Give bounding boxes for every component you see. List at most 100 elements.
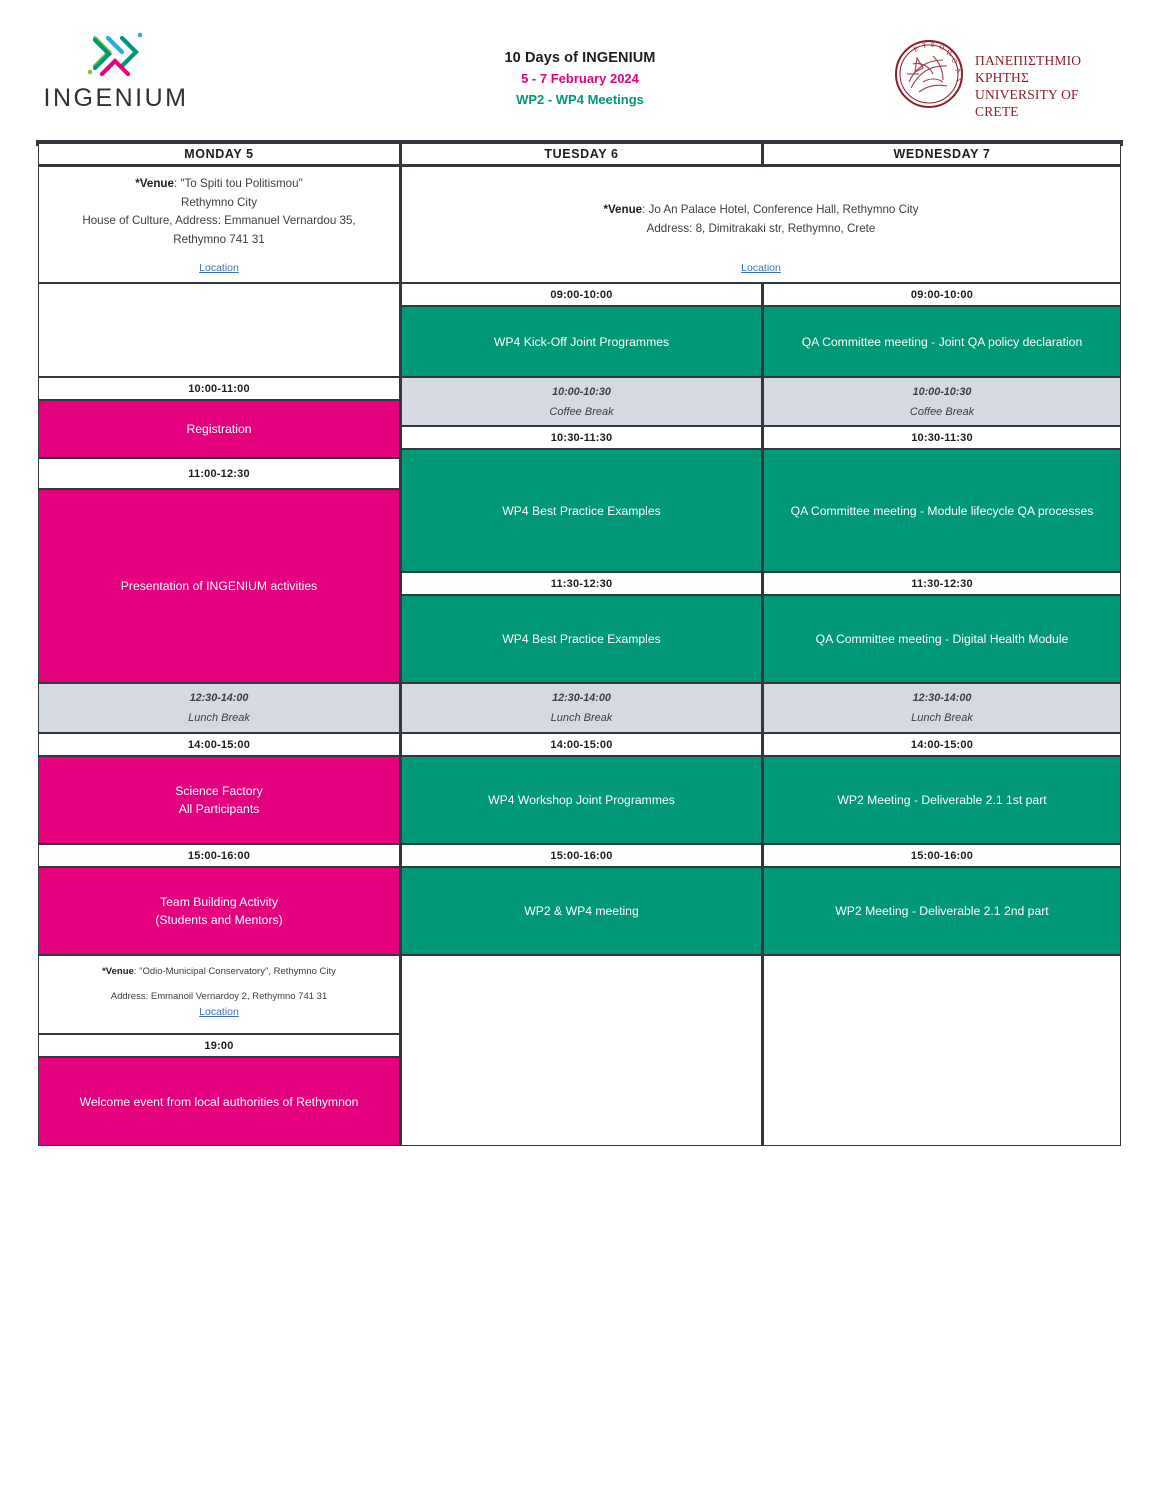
day-header-monday: MONDAY 5	[38, 143, 401, 166]
session-line2: All Participants	[178, 802, 260, 816]
break-time: 12:30-14:00	[189, 692, 249, 704]
break-label: Coffee Break	[549, 405, 614, 418]
time-tuesday-1030: 10:30-11:30	[401, 426, 763, 449]
session-tuesday-0900[interactable]: WP4 Kick-Off Joint Programmes	[401, 306, 763, 377]
break-label: Coffee Break	[909, 405, 975, 418]
break-label: Lunch Break	[550, 712, 613, 724]
tuesday-empty-evening-cell	[401, 955, 763, 1146]
session-monday-1400[interactable]: Science Factory All Participants	[38, 756, 401, 844]
time-wednesday-1030: 10:30-11:30	[763, 426, 1121, 449]
time-tuesday-0900: 09:00-10:00	[401, 283, 763, 306]
break-label: Lunch Break	[911, 712, 973, 724]
svg-text:Ι: Ι	[954, 78, 963, 84]
venue-monday-text: *Venue: "To Spiti tou Politismou" Rethym…	[82, 175, 355, 249]
venue-cell-tuesday-wednesday: *Venue: Jo An Palace Hotel, Conference H…	[401, 166, 1121, 283]
event-subtitle: WP2 - WP4 Meetings	[516, 92, 644, 107]
day-header-tuesday: TUESDAY 6	[401, 143, 763, 166]
ingenium-x-icon	[82, 28, 148, 82]
location-link-tuewed[interactable]: Location	[741, 262, 781, 274]
time-monday-1400: 14:00-15:00	[38, 733, 401, 756]
day-header-wednesday: WEDNESDAY 7	[763, 143, 1121, 166]
venue-evening-line1: : "Odio-Municipal Conservatory", Rethymn…	[133, 966, 336, 977]
venue-cell-monday: *Venue: "To Spiti tou Politismou" Rethym…	[38, 166, 401, 283]
svg-text:Ο: Ο	[950, 56, 959, 65]
session-tuesday-1500[interactable]: WP2 & WP4 meeting	[401, 867, 763, 955]
session-wednesday-0900[interactable]: QA Committee meeting - Joint QA policy d…	[763, 306, 1121, 377]
time-wednesday-1130: 11:30-12:30	[763, 572, 1121, 595]
event-dates: 5 - 7 February 2024	[521, 71, 639, 86]
break-wednesday-coffee: 10:00-10:30 Coffee Break	[763, 377, 1121, 426]
break-time: 10:00-10:30	[912, 385, 972, 398]
svg-text:Ε: Ε	[912, 45, 920, 54]
monday-empty-morning-cell	[38, 283, 401, 377]
university-name-english: UNIVERSITY OF CRETE	[975, 87, 1079, 119]
session-monday-welcome-event[interactable]: Welcome event from local authorities of …	[38, 1057, 401, 1146]
session-line1: Science Factory	[175, 784, 263, 798]
time-monday-1900: 19:00	[38, 1034, 401, 1057]
session-line2: (Students and Mentors)	[155, 913, 283, 927]
location-link-monday-evening[interactable]: Location	[199, 1006, 239, 1018]
university-seal-icon: Ε Τ Ρ Ο Π Ο Λ Ι	[893, 38, 965, 110]
time-tuesday-1500: 15:00-16:00	[401, 844, 763, 867]
university-of-crete-logo: Ε Τ Ρ Ο Π Ο Λ Ι ΠΑΝΕΠΙΣΤΗΜΙΟ ΚΡΗΤΗΣ UNIV…	[893, 38, 1123, 119]
session-line1: QA Committee meeting - Module lifecycle …	[790, 503, 1035, 518]
break-time: 12:30-14:00	[552, 692, 611, 704]
svg-text:Λ: Λ	[953, 66, 962, 75]
session-wednesday-1400[interactable]: WP2 Meeting - Deliverable 2.1 1st part	[763, 756, 1121, 844]
venue-monday-line3: House of Culture, Address: Emmanuel Vern…	[82, 214, 356, 227]
break-monday-lunch: 12:30-14:00 Lunch Break	[38, 683, 401, 733]
session-tuesday-1130[interactable]: WP4 Best Practice Examples	[401, 595, 763, 683]
ingenium-wordmark: INGENIUM	[43, 84, 189, 112]
venue-evening-line2: Address: Emmanoil Vernardoy 2, Rethymno …	[110, 991, 328, 1002]
break-time: 10:00-10:30	[552, 385, 611, 398]
svg-text:Ρ: Ρ	[931, 41, 936, 49]
ingenium-logo: INGENIUM	[36, 28, 196, 118]
venue-tuewed-line1: : Jo An Palace Hotel, Conference Hall, R…	[642, 203, 919, 216]
university-name: ΠΑΝΕΠΙΣΤΗΜΙΟ ΚΡΗΤΗΣ UNIVERSITY OF CRETE	[975, 52, 1123, 120]
time-monday-1100: 11:00-12:30	[38, 458, 401, 489]
break-label: Lunch Break	[188, 712, 250, 724]
schedule-table: MONDAY 5 TUESDAY 6 WEDNESDAY 7 *Venue: "…	[36, 140, 1123, 1146]
venue-label: *Venue	[603, 203, 643, 216]
break-wednesday-lunch: 12:30-14:00 Lunch Break	[763, 683, 1121, 733]
venue-monday-line1: : "To Spiti tou Politismou"	[173, 177, 303, 190]
page-title: 10 Days of INGENIUM	[504, 50, 656, 66]
location-link-monday[interactable]: Location	[199, 262, 239, 274]
session-monday-1500[interactable]: Team Building Activity (Students and Men…	[38, 867, 401, 955]
break-time: 12:30-14:00	[912, 692, 972, 704]
time-wednesday-0900: 09:00-10:00	[763, 283, 1121, 306]
svg-text:Τ: Τ	[921, 41, 928, 50]
session-tuesday-1030[interactable]: WP4 Best Practice Examples	[401, 449, 763, 572]
page-header: INGENIUM 10 Days of INGENIUM 5 - 7 Febru…	[0, 0, 1159, 130]
session-wednesday-1500[interactable]: WP2 Meeting - Deliverable 2.1 2nd part	[763, 867, 1121, 955]
venue-cell-monday-evening: *Venue: "Odio-Municipal Conservatory", R…	[38, 955, 401, 1034]
time-monday-1500: 15:00-16:00	[38, 844, 401, 867]
svg-text:Ο: Ο	[939, 43, 945, 52]
svg-text:Π: Π	[945, 49, 953, 58]
venue-monday-line2: Rethymno City	[180, 195, 257, 209]
university-name-greek: ΠΑΝΕΠΙΣΤΗΜΙΟ ΚΡΗΤΗΣ	[975, 53, 1082, 85]
venue-monday-line4: Rethymno 741 31	[173, 232, 265, 246]
session-line1: Team Building Activity	[160, 895, 278, 909]
session-line2: processes	[1037, 503, 1094, 518]
venue-label: *Venue	[102, 966, 134, 977]
time-wednesday-1400: 14:00-15:00	[763, 733, 1121, 756]
venue-label: *Venue	[135, 177, 174, 190]
break-tuesday-coffee: 10:00-10:30 Coffee Break	[401, 377, 763, 426]
time-tuesday-1400: 14:00-15:00	[401, 733, 763, 756]
session-tuesday-1400[interactable]: WP4 Workshop Joint Programmes	[401, 756, 763, 844]
title-block: 10 Days of INGENIUM 5 - 7 February 2024 …	[380, 48, 780, 110]
break-tuesday-lunch: 12:30-14:00 Lunch Break	[401, 683, 763, 733]
time-tuesday-1130: 11:30-12:30	[401, 572, 763, 595]
session-monday-presentation[interactable]: Presentation of INGENIUM activities	[38, 489, 401, 683]
time-monday-1000: 10:00-11:00	[38, 377, 401, 400]
venue-tuewed-text: *Venue: Jo An Palace Hotel, Conference H…	[603, 201, 918, 238]
wednesday-empty-evening-cell	[763, 955, 1121, 1146]
session-wednesday-1030[interactable]: QA Committee meeting - Module lifecycle …	[763, 449, 1121, 572]
time-wednesday-1500: 15:00-16:00	[763, 844, 1121, 867]
session-monday-registration[interactable]: Registration	[38, 400, 401, 458]
venue-tuewed-line2: Address: 8, Dimitrakaki str, Rethymno, C…	[646, 221, 876, 235]
venue-evening-text: *Venue: "Odio-Municipal Conservatory", R…	[102, 964, 336, 1004]
session-wednesday-1130[interactable]: QA Committee meeting - Digital Health Mo…	[763, 595, 1121, 683]
